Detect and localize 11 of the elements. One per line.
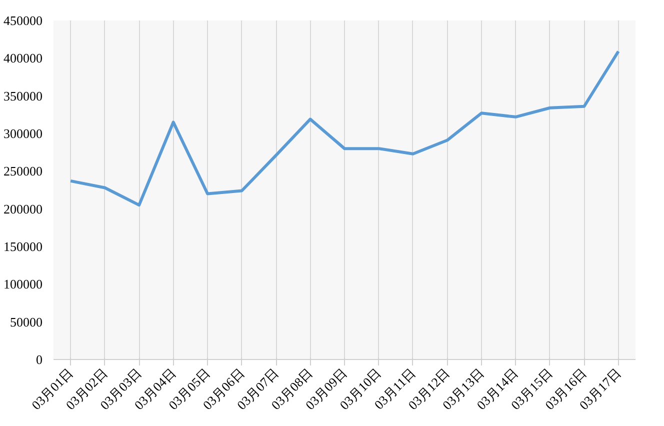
y-tick-label: 350000 [4,88,42,104]
y-tick-label: 300000 [4,126,42,141]
line-series [69,50,620,207]
y-tick-label: 100000 [4,276,42,292]
y-tick-label: 0 [36,352,42,367]
y-tick-label: 400000 [4,50,42,66]
y-tick-label: 150000 [4,239,42,254]
y-tick-label: 450000 [4,13,42,28]
y-tick-label: 50000 [10,314,42,330]
y-tick-label: 200000 [4,201,42,216]
y-tick-label: 250000 [4,164,42,179]
